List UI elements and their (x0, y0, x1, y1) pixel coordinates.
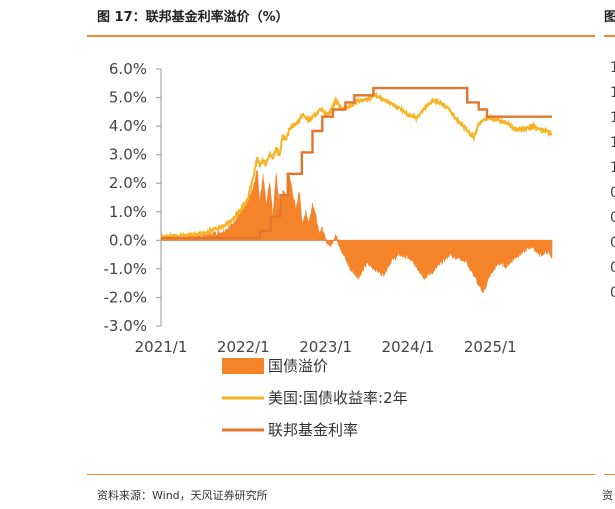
neighbor-tick: 0 (610, 235, 615, 251)
x-tick-label: 2023/1 (299, 338, 352, 356)
legend-label-fed-funds: 联邦基金利率 (268, 421, 358, 439)
y-tick-label: 4.0% (109, 117, 147, 135)
y-tick-label: -2.0% (103, 288, 147, 306)
legend-swatch-premium (222, 358, 264, 374)
neighbor-tick: 1 (610, 85, 615, 101)
source-rule (87, 474, 595, 475)
neighbor-source-rule (604, 474, 615, 475)
y-tick-label: 0.0% (109, 231, 147, 249)
neighbor-source-fragment: 资 (602, 489, 613, 502)
x-tick-label: 2025/1 (464, 338, 517, 356)
neighbor-title-fragment: 图 (604, 10, 615, 25)
x-tick-label: 2022/1 (217, 338, 270, 356)
series-fed-funds-step (160, 86, 552, 240)
neighbor-tick: 0 (610, 260, 615, 276)
neighbor-tick: 1 (610, 60, 615, 76)
figure-title: 图 17：联邦基金利率溢价（%） (97, 10, 289, 25)
y-tick-label: 2.0% (109, 174, 147, 192)
series-treasury-2y-line (160, 91, 553, 242)
source-note: 资料来源：Wind，天风证券研究所 (97, 489, 268, 502)
legend-label-treasury: 美国:国债收益率:2年 (268, 389, 408, 407)
neighbor-tick: 1 (610, 160, 615, 176)
y-tick-label: -1.0% (103, 260, 147, 278)
x-tick-label: 2024/1 (382, 338, 435, 356)
series-premium-area (160, 170, 553, 294)
y-tick-label: -3.0% (103, 317, 147, 335)
neighbor-title-rule (604, 35, 615, 37)
series-layer (160, 86, 553, 294)
y-tick-label: 6.0% (109, 60, 147, 78)
y-axis: 6.0% 5.0% 4.0% 3.0% 2.0% 1.0% 0.0% -1.0% -2.0% -3… (103, 60, 162, 335)
y-tick-label: 1.0% (109, 203, 147, 221)
neighbor-tick: 1 (610, 135, 615, 151)
y-tick-label: 3.0% (109, 146, 147, 164)
neighbor-tick: 0 (610, 210, 615, 226)
neighbor-tick: 1 (610, 110, 615, 126)
legend-label-premium: 国债溢价 (268, 357, 328, 375)
title-rule (87, 35, 595, 37)
neighbor-tick: 0 (610, 285, 615, 301)
x-tick-label: 2021/1 (135, 338, 188, 356)
neighbor-tick: 0 (610, 185, 615, 201)
y-tick-label: 5.0% (109, 89, 147, 107)
